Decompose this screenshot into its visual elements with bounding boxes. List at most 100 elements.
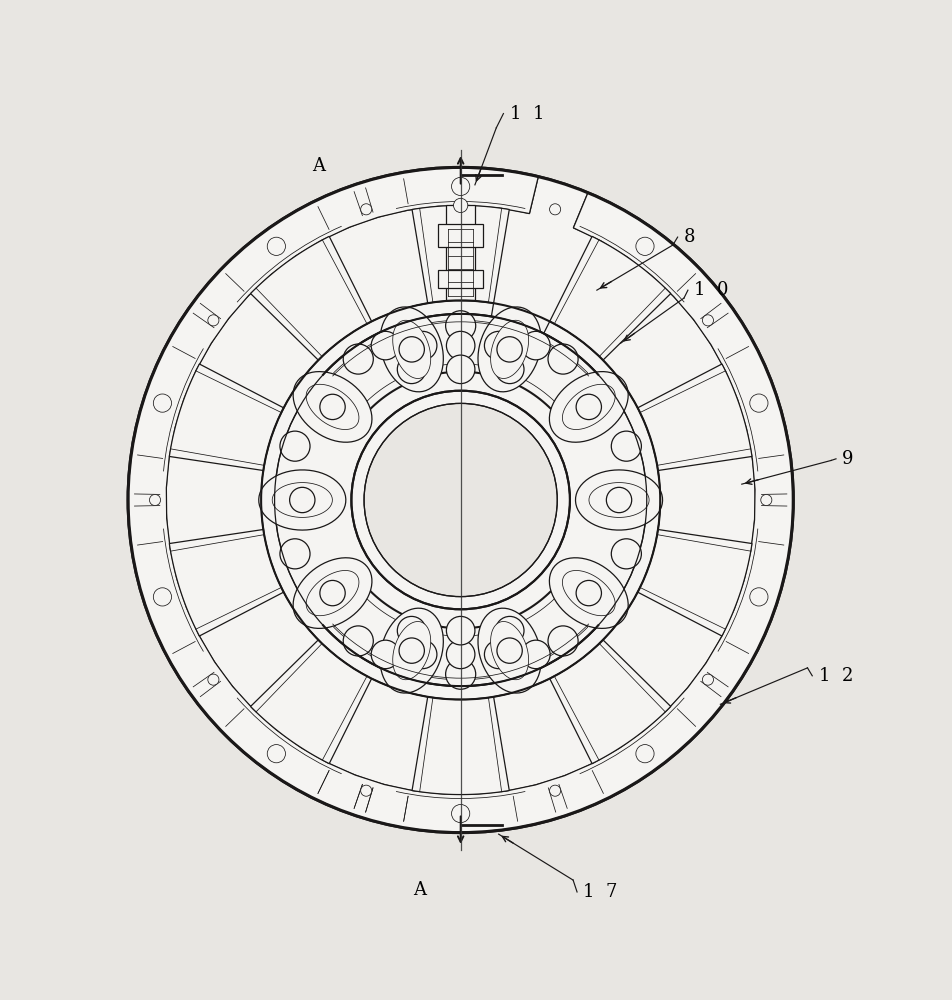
Circle shape <box>343 344 373 374</box>
Polygon shape <box>562 570 615 616</box>
Circle shape <box>702 674 713 685</box>
Polygon shape <box>250 640 371 764</box>
Polygon shape <box>383 786 538 833</box>
Circle shape <box>153 394 171 412</box>
Polygon shape <box>129 168 792 832</box>
Circle shape <box>399 337 424 362</box>
Polygon shape <box>637 364 751 471</box>
Polygon shape <box>322 586 598 686</box>
Circle shape <box>446 355 474 384</box>
Circle shape <box>400 661 412 674</box>
Circle shape <box>610 431 641 461</box>
Circle shape <box>149 494 160 506</box>
Circle shape <box>702 315 713 326</box>
Circle shape <box>426 457 445 476</box>
Circle shape <box>451 177 469 196</box>
Circle shape <box>476 457 495 476</box>
Polygon shape <box>588 483 648 517</box>
Polygon shape <box>169 364 284 471</box>
Circle shape <box>547 626 578 656</box>
Text: 1  7: 1 7 <box>583 883 617 901</box>
Circle shape <box>453 198 467 213</box>
Text: 1  0: 1 0 <box>693 281 728 299</box>
Circle shape <box>370 331 399 360</box>
Circle shape <box>267 745 286 763</box>
Circle shape <box>484 640 512 669</box>
Polygon shape <box>411 205 508 303</box>
Polygon shape <box>562 384 614 430</box>
Polygon shape <box>259 470 346 530</box>
Circle shape <box>760 494 771 506</box>
Circle shape <box>320 394 345 420</box>
Polygon shape <box>754 474 792 526</box>
Polygon shape <box>306 384 359 430</box>
Circle shape <box>635 745 653 763</box>
Circle shape <box>399 638 424 663</box>
Circle shape <box>408 640 436 669</box>
Polygon shape <box>169 529 284 636</box>
Circle shape <box>312 390 325 403</box>
Circle shape <box>312 597 325 610</box>
Circle shape <box>446 331 474 360</box>
Polygon shape <box>129 523 209 674</box>
Polygon shape <box>177 654 236 716</box>
Circle shape <box>426 524 445 543</box>
Polygon shape <box>333 772 391 823</box>
Circle shape <box>360 785 371 796</box>
Circle shape <box>596 390 608 403</box>
Polygon shape <box>573 691 713 807</box>
Circle shape <box>153 588 171 606</box>
Circle shape <box>596 597 608 610</box>
Circle shape <box>320 580 345 606</box>
Circle shape <box>446 640 474 669</box>
Circle shape <box>521 640 549 669</box>
Polygon shape <box>392 320 430 379</box>
Circle shape <box>521 331 549 360</box>
Polygon shape <box>411 697 508 795</box>
Circle shape <box>484 331 512 360</box>
Polygon shape <box>548 372 627 442</box>
Text: A: A <box>311 157 325 175</box>
Polygon shape <box>128 474 167 526</box>
Circle shape <box>451 804 469 823</box>
Text: 8: 8 <box>684 228 695 246</box>
Circle shape <box>476 524 495 543</box>
Circle shape <box>370 640 399 669</box>
Polygon shape <box>371 667 429 697</box>
Circle shape <box>408 331 436 360</box>
Polygon shape <box>529 772 587 823</box>
Polygon shape <box>293 558 371 628</box>
Circle shape <box>605 487 631 513</box>
Polygon shape <box>548 558 627 628</box>
Polygon shape <box>284 360 327 414</box>
Circle shape <box>280 539 309 569</box>
FancyBboxPatch shape <box>438 224 483 247</box>
FancyBboxPatch shape <box>449 456 471 544</box>
FancyBboxPatch shape <box>426 517 495 548</box>
Polygon shape <box>177 284 236 346</box>
Polygon shape <box>322 314 598 414</box>
Circle shape <box>610 539 641 569</box>
Circle shape <box>261 300 660 700</box>
Circle shape <box>364 403 557 597</box>
Circle shape <box>351 391 569 609</box>
Circle shape <box>289 487 314 513</box>
Polygon shape <box>593 360 637 414</box>
Polygon shape <box>684 284 744 346</box>
Polygon shape <box>306 570 359 616</box>
Circle shape <box>749 588 767 606</box>
Polygon shape <box>575 470 662 530</box>
FancyBboxPatch shape <box>446 205 474 300</box>
Circle shape <box>749 394 767 412</box>
Circle shape <box>360 204 371 215</box>
Circle shape <box>576 394 601 420</box>
Circle shape <box>495 616 524 645</box>
Polygon shape <box>261 301 660 699</box>
Polygon shape <box>392 622 430 680</box>
Polygon shape <box>549 236 670 360</box>
Text: A: A <box>412 881 426 899</box>
FancyBboxPatch shape <box>438 270 483 288</box>
Polygon shape <box>573 193 713 309</box>
Polygon shape <box>380 307 443 392</box>
Polygon shape <box>284 586 327 640</box>
